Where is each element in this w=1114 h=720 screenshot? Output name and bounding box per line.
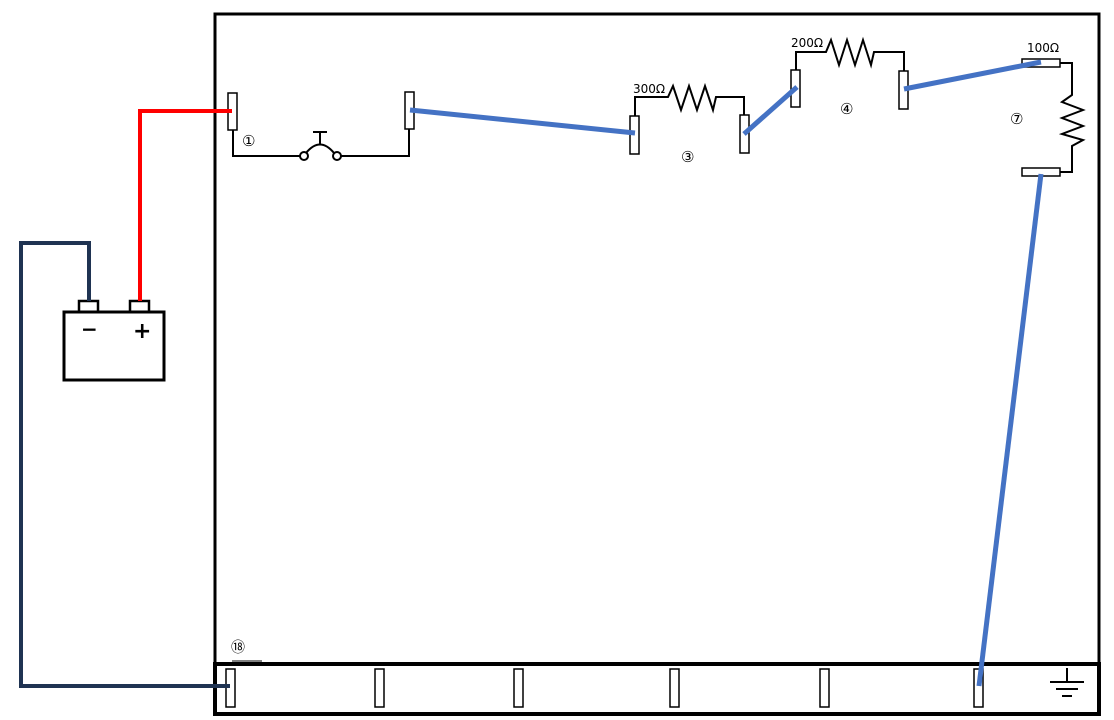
resistor-100-number: ⑦ — [1010, 110, 1023, 128]
resistor-200-value: 200Ω — [791, 36, 823, 50]
resistor-300-value: 300Ω — [633, 82, 665, 96]
jumper-wire-r100-to-bus[interactable] — [976, 173, 1044, 687]
resistor-300-number: ③ — [681, 148, 694, 166]
jumper-wire-r300-to-r200[interactable] — [742, 85, 799, 136]
bus-terminals — [225, 668, 984, 708]
bus-terminal[interactable] — [513, 668, 524, 708]
jumper-wire-switch-to-r300[interactable] — [409, 107, 636, 136]
resistor-icon — [634, 82, 745, 116]
bus-number: ⑱ — [231, 640, 245, 656]
bus-terminal[interactable] — [973, 668, 984, 708]
resistor-icon — [795, 36, 905, 71]
ground-bus-bar — [213, 662, 1101, 716]
battery: − + — [62, 299, 166, 382]
resistor-100-value: 100Ω — [1027, 41, 1059, 55]
resistor-100-component: 100Ω ⑦ — [1010, 41, 1086, 177]
ground-icon — [1050, 668, 1084, 697]
jumper-wires — [409, 59, 1044, 687]
battery-positive-label: + — [133, 319, 151, 344]
bus-terminal[interactable] — [374, 668, 385, 708]
battery-body — [62, 310, 166, 382]
resistor-icon — [1058, 62, 1086, 173]
negative-wire[interactable] — [19, 241, 230, 688]
resistor-200-number: ④ — [840, 100, 853, 118]
jumper-wire-r200-to-r100[interactable] — [903, 59, 1042, 92]
bus-terminal[interactable] — [819, 668, 830, 708]
resistor-300-component: 300Ω ③ — [629, 82, 750, 166]
bus-terminal[interactable] — [669, 668, 680, 708]
push-button-switch-icon — [232, 129, 410, 161]
battery-negative-label: − — [81, 317, 98, 341]
switch-number: ① — [242, 132, 255, 150]
switch-component: ① — [227, 91, 415, 161]
board-frame — [213, 12, 1101, 716]
positive-wire[interactable] — [138, 109, 232, 301]
resistor-200-component: 200Ω ④ — [790, 36, 909, 118]
